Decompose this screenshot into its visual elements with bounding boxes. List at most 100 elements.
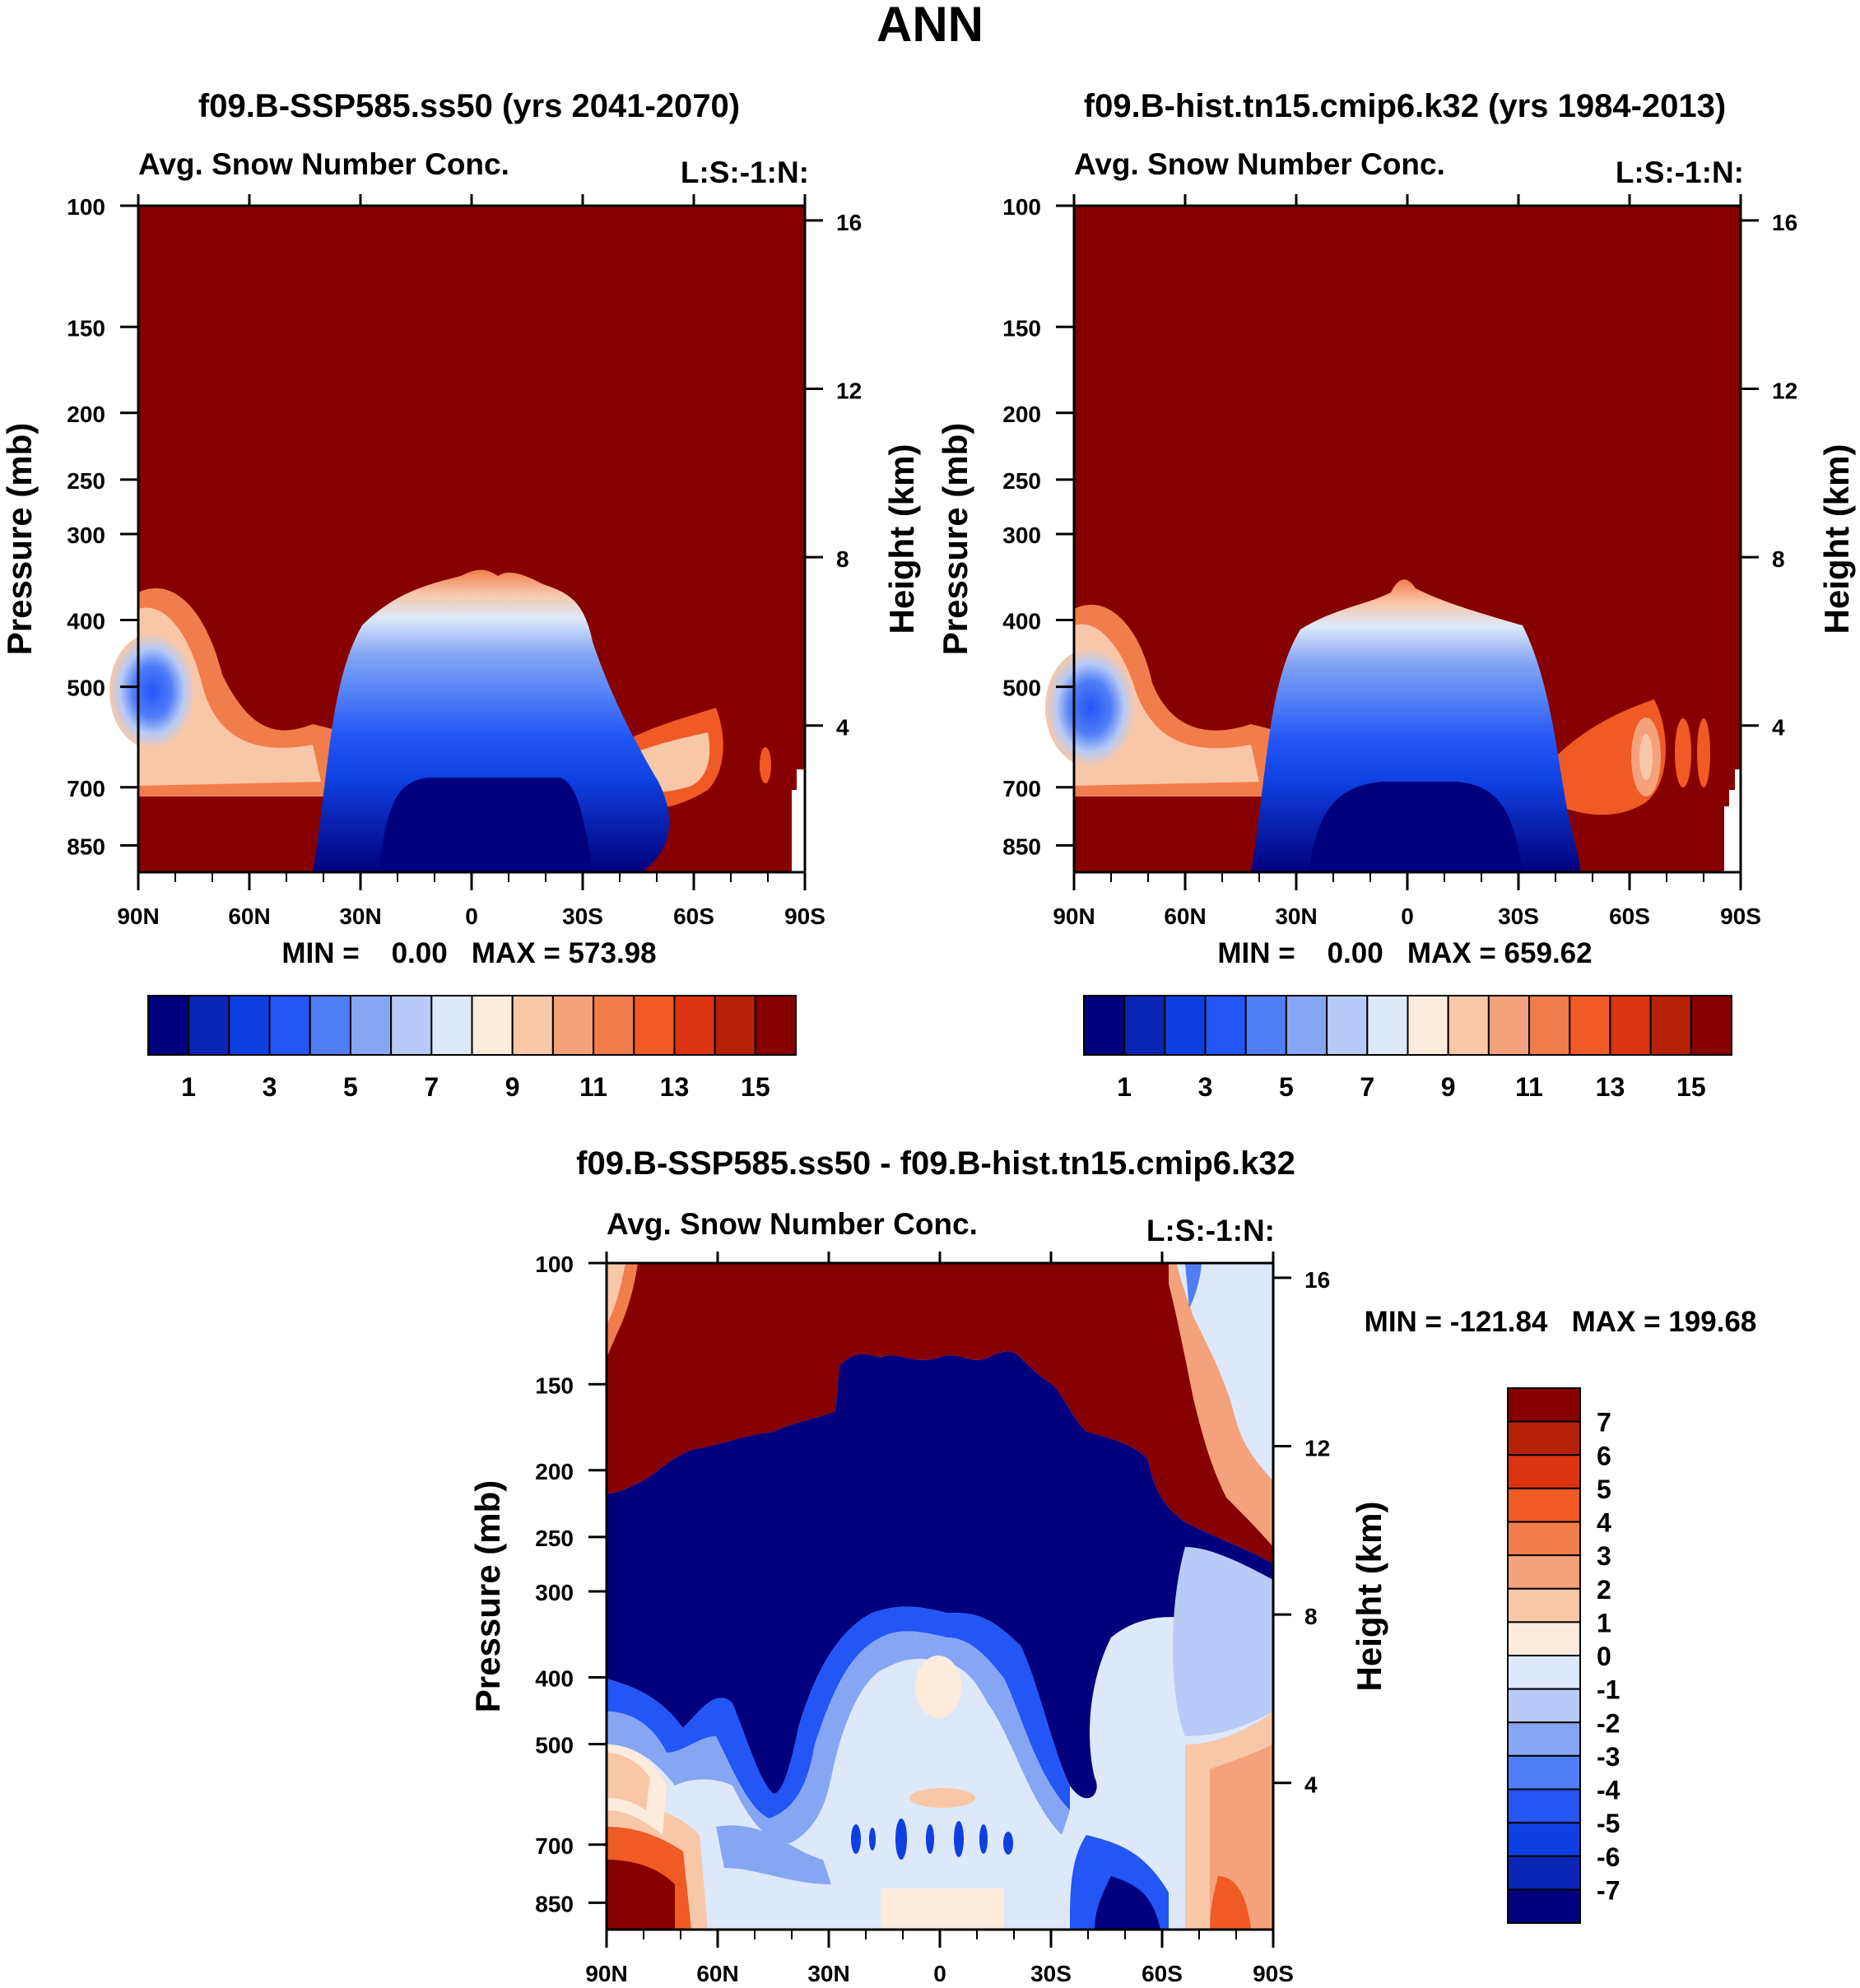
colorbar-swatch	[1507, 1554, 1581, 1590]
latitude-tick-label: 0	[465, 903, 478, 929]
panel-right-title: f09.B-hist.tn15.cmip6.k32 (yrs 1984-2013…	[1084, 88, 1726, 124]
colorbar-swatch	[551, 995, 595, 1056]
colorbar-label: 3	[263, 1072, 277, 1102]
height-tick-label: 12	[1772, 378, 1797, 403]
latitude-tick-label: 30N	[807, 1961, 849, 1986]
height-tick-label: 4	[836, 715, 849, 741]
colorbar-label: 11	[579, 1072, 607, 1102]
colorbar-swatch	[1285, 995, 1328, 1056]
colorbar-swatch	[1507, 1587, 1581, 1623]
colorbar-label: 5	[343, 1072, 358, 1102]
panel-left-plot-area: 100 150 200 250 300 400 500 700 850 16 12 8 4 90N 60N 3…	[67, 194, 862, 929]
panel-left-ylabel-right: Height (km)	[882, 444, 921, 634]
latitude-tick-label: 30N	[339, 903, 381, 929]
colorbar-label: 9	[505, 1072, 520, 1102]
colorbar-swatch	[754, 995, 797, 1056]
height-tick-label: 8	[1772, 546, 1785, 572]
colorbar-swatch	[1649, 995, 1692, 1056]
pressure-tick-label: 100	[67, 194, 105, 220]
height-tick-label: 16	[836, 210, 862, 235]
colorbar-swatch	[1407, 995, 1449, 1056]
panel-left-ylabel: Pressure (mb)	[0, 423, 39, 655]
latitude-tick-label: 30S	[562, 903, 603, 929]
colorbar-swatch	[1507, 1788, 1581, 1824]
panel-right-subtitle-right: L:S:-1:N:	[1616, 156, 1744, 189]
colorbar-swatch	[593, 995, 635, 1056]
colorbar-swatch	[511, 995, 554, 1056]
panel-left: f09.B-SSP585.ss50 (yrs 2041-2070) Avg. S…	[0, 88, 921, 1102]
pressure-tick-label: 300	[1002, 523, 1041, 548]
panel-left-subtitle-right: L:S:-1:N:	[681, 156, 809, 189]
colorbar-label: -6	[1597, 1842, 1620, 1872]
latitude-tick-label: 0	[1401, 903, 1414, 929]
colorbar-label: 0	[1597, 1642, 1611, 1671]
panel-diff-ylabel: Pressure (mb)	[468, 1480, 507, 1712]
colorbar-label: -3	[1597, 1742, 1620, 1772]
panel-right-subtitle: Avg. Snow Number Conc.	[1074, 147, 1445, 181]
height-tick-label: 4	[1304, 1772, 1318, 1798]
colorbar-swatch	[471, 995, 514, 1056]
colorbar-swatch	[1507, 1487, 1581, 1523]
latitude-tick-label: 90S	[784, 903, 825, 929]
colorbar-label: -4	[1597, 1776, 1621, 1805]
colorbar-swatch	[309, 995, 351, 1056]
colorbar-label: 7	[1597, 1408, 1611, 1438]
height-tick-label: 4	[1772, 715, 1785, 741]
pressure-tick-label: 100	[1002, 194, 1041, 220]
colorbar-label: 7	[1360, 1072, 1374, 1102]
panel-right-ylabel-right: Height (km)	[1817, 444, 1856, 634]
colorbar-swatch	[714, 995, 756, 1056]
pressure-tick-label: 250	[535, 1526, 574, 1551]
pressure-tick-label: 850	[1002, 834, 1041, 859]
height-tick-label: 8	[1304, 1604, 1318, 1629]
pressure-tick-label: 250	[1002, 468, 1041, 494]
colorbar-swatch	[1507, 1521, 1581, 1557]
colorbar-swatch	[673, 995, 716, 1056]
colorbar-label: 7	[424, 1072, 439, 1102]
panel-diff-negative-band	[607, 1351, 1273, 1799]
height-tick-label: 16	[1772, 210, 1797, 235]
colorbar-swatch	[1507, 1621, 1581, 1656]
latitude-tick-label: 60S	[1142, 1961, 1183, 1986]
panel-right-colorbar: 1 3 5 7 9 11 13 15	[1083, 995, 1732, 1102]
colorbar-label: 15	[741, 1072, 770, 1102]
panel-left-colorbar: 1 3 5 7 9 11 13 15	[147, 995, 797, 1102]
pressure-tick-label: 500	[1002, 676, 1041, 701]
colorbar-swatch	[1507, 1721, 1581, 1757]
colorbar-swatch	[1690, 995, 1732, 1056]
colorbar-label: -1	[1597, 1675, 1620, 1705]
pressure-tick-label: 250	[67, 468, 105, 494]
pressure-tick-label: 400	[535, 1666, 574, 1692]
colorbar-label: 1	[1597, 1608, 1611, 1637]
latitude-tick-label: 30S	[1498, 903, 1539, 929]
panel-diff: f09.B-SSP585.ss50 - f09.B-hist.tn15.cmip…	[468, 1145, 1756, 1986]
colorbar-label: 13	[1596, 1072, 1625, 1102]
panel-right-ticks: 100 150 200 250 300 400 500 700 850 16 12 8 4 90N 60N 3…	[1002, 194, 1797, 929]
panel-left-nh-blue-blob	[109, 634, 195, 749]
latitude-tick-label: 60N	[228, 903, 270, 929]
latitude-tick-label: 90S	[1720, 903, 1761, 929]
pressure-tick-label: 700	[67, 776, 105, 801]
colorbar-swatch	[1244, 995, 1287, 1056]
colorbar-swatch	[1528, 995, 1571, 1056]
colorbar-swatch	[1507, 1822, 1581, 1857]
colorbar-label: 1	[1117, 1072, 1132, 1102]
colorbar-label: 3	[1198, 1072, 1213, 1102]
colorbar-swatch	[349, 995, 393, 1056]
pressure-tick-label: 300	[535, 1580, 574, 1605]
panel-right-plot-area: 100 150 200 250 300 400 500 700 850 16 12 8 4 90N 60N 3…	[1002, 194, 1797, 929]
colorbar-swatch	[1123, 995, 1166, 1056]
latitude-tick-label: 90N	[117, 903, 159, 929]
height-tick-label: 12	[1304, 1435, 1330, 1461]
panel-right: f09.B-hist.tn15.cmip6.k32 (yrs 1984-2013…	[936, 88, 1856, 1102]
colorbar-swatch	[1487, 995, 1531, 1056]
colorbar-swatch	[1507, 1888, 1581, 1924]
panel-diff-spikes	[851, 1818, 1013, 1860]
colorbar-swatch	[188, 995, 230, 1056]
colorbar-label: 1	[181, 1072, 196, 1102]
colorbar-label: 9	[1441, 1072, 1456, 1102]
panel-right-nh-blue-blob	[1045, 648, 1136, 767]
panel-left-minmax: MIN = 0.00 MAX = 573.98	[281, 937, 656, 969]
colorbar-label: 15	[1676, 1072, 1706, 1102]
colorbar-swatch	[633, 995, 676, 1056]
